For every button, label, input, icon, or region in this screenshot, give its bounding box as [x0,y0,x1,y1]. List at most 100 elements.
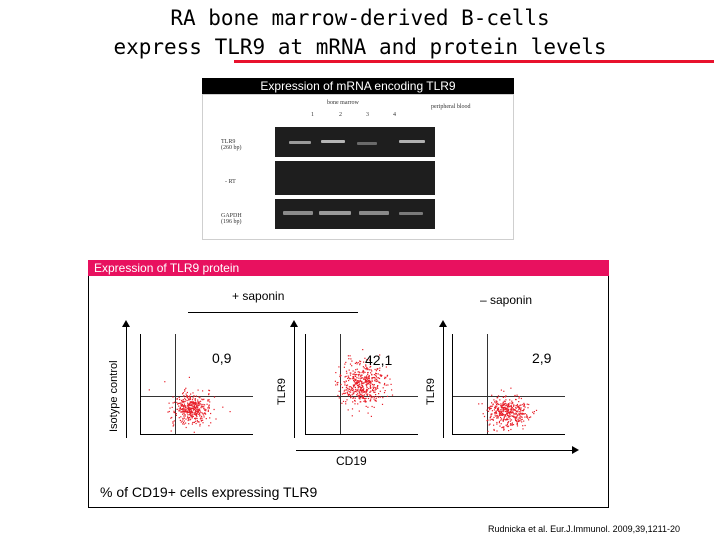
group-bone-marrow: bone marrow [327,100,359,106]
scatter-dot [201,417,203,419]
scatter-dot [177,402,179,405]
scatter-dot [164,381,166,383]
scatter-dot [187,418,190,420]
scatter-dot [182,399,184,401]
scatter-dot [506,413,508,415]
scatter-dot [346,391,348,394]
scatter-dot [478,403,480,405]
minus-saponin-label: – saponin [480,293,533,307]
scatter-dot [198,403,200,405]
scatter-dot [519,412,521,414]
scatter-dot [380,375,382,377]
scatter-dot [503,390,505,392]
scatter-dot [359,362,361,365]
scatter-dot [521,421,523,423]
scatter-dot [508,415,510,417]
scatter-dot [188,408,190,410]
scatter-dot [195,395,197,397]
scatter-dot [507,422,509,424]
scatter-dot [186,391,188,394]
scatter-dot [194,406,196,408]
scatter-dot [515,407,517,409]
scatter-dot [516,425,519,427]
scatter-dot [507,411,510,413]
scatter-dot [373,376,375,379]
scatter-dot [343,381,345,383]
scatter-dot [187,416,189,418]
scatter-dot [188,423,190,425]
scatter-dot [381,374,383,377]
scatter-dot [367,382,370,384]
scatter-dot [200,407,202,409]
scatter-dot [201,412,203,414]
scatter-dot [514,416,516,418]
scatter-dot [340,383,342,386]
scatter-dot [520,407,522,409]
scatter-dot [360,390,363,392]
scatter-dot [357,395,359,397]
scatter-dot [372,387,375,390]
scatter-dot [496,403,498,405]
scatter-dot [167,411,169,413]
scatter-dot [482,413,484,415]
scatter-dot [191,416,193,418]
scatter-dot [363,397,366,400]
scatter-dot [500,418,503,420]
scatter-dot [174,411,176,414]
scatter-dot [195,402,197,405]
group-peripheral-blood: peripheral blood [431,104,471,110]
scatter-dot [188,399,190,401]
scatter-dot [365,377,367,379]
scatter-dot [366,394,368,396]
scatter-dot [362,397,364,399]
scatter-dot [191,411,193,413]
scatter-dot [385,377,387,379]
scatter-dot [348,376,350,378]
scatter-dot [519,415,521,417]
scatter-dot [507,403,509,405]
scatter-dot [196,405,198,407]
scatter-dot [352,370,354,372]
scatter-dot [185,410,187,412]
scatter-dot [192,406,194,408]
scatter-dot [510,406,512,408]
scatter-dot [198,404,200,406]
scatter-dot [512,415,515,417]
scatter-dot [387,384,389,386]
scatter-dot [495,412,497,414]
scatter-dot [523,409,525,411]
scatter-dot [499,399,501,401]
scatter-dot [352,378,354,380]
scatter-dot [504,396,507,398]
scatter-dot [187,408,189,410]
scatter-dot [192,409,195,411]
scatter-dot [505,415,507,417]
scatter-dot [497,415,499,418]
scatter-dot [490,414,492,416]
scatter-dot [503,427,505,429]
scatter-dot [205,418,207,420]
scatter-dot [516,423,518,426]
scatter-dot [367,368,369,370]
scatter-dot [359,391,361,393]
scatter-dot [367,397,370,400]
scatter-dot [208,406,210,408]
gel-minus-rt [275,161,435,195]
scatter-dot [192,392,194,394]
scatter-dot [500,409,502,411]
scatter-dot [515,419,517,421]
scatter-dot [373,396,375,398]
gel-gapdh [275,199,435,229]
scatter-dot [391,394,394,396]
scatter-dot [371,397,373,399]
scatter-dot [195,407,197,409]
scatter-dot [374,389,376,391]
scatter-dot [502,420,504,422]
scatter-dot [518,420,520,422]
scatter-dot [491,410,493,412]
scatter-dot [509,414,511,416]
scatter-dot [180,403,182,405]
scatter-dot [347,390,349,392]
scatter-dot [363,382,365,384]
scatter-dot [365,389,367,392]
